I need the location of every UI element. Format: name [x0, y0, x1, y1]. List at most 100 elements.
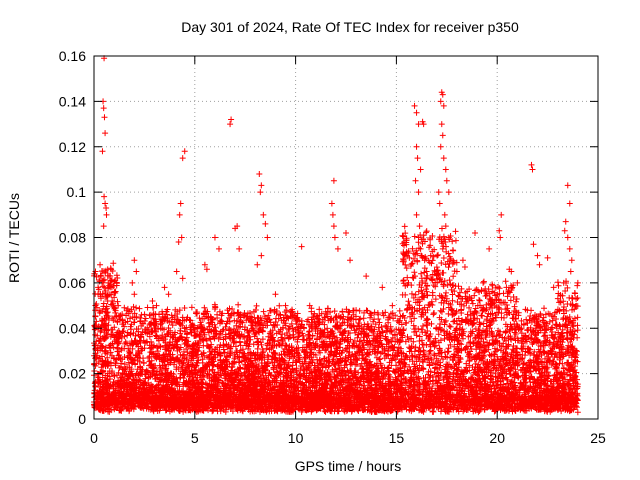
- data-point: [544, 254, 551, 261]
- data-point: [236, 245, 243, 252]
- data-point: [173, 268, 180, 275]
- y-tick-label: 0.12: [59, 139, 86, 155]
- data-point: [227, 121, 234, 128]
- data-point: [272, 291, 279, 298]
- data-point: [334, 245, 341, 252]
- data-point: [496, 227, 503, 234]
- data-point: [262, 220, 269, 227]
- data-point: [442, 223, 449, 230]
- x-tick-label: 10: [288, 430, 304, 446]
- y-tick-label: 0.1: [67, 184, 87, 200]
- y-axis-label: ROTI / TECUs: [6, 193, 22, 283]
- data-point: [480, 279, 487, 286]
- data-point: [232, 225, 239, 232]
- data-point: [574, 279, 581, 286]
- data-point: [201, 261, 208, 268]
- data-point: [179, 155, 186, 162]
- data-point: [329, 211, 336, 218]
- data-point: [389, 302, 396, 309]
- data-point: [347, 257, 354, 264]
- data-point: [420, 121, 427, 128]
- data-point: [528, 161, 535, 168]
- data-point: [461, 263, 468, 270]
- data-point: [176, 211, 183, 218]
- dense-band-points: [91, 223, 581, 416]
- data-point: [178, 234, 185, 241]
- data-point: [328, 200, 335, 207]
- data-point: [133, 268, 140, 275]
- y-tick-label: 0.16: [59, 48, 86, 64]
- data-point: [100, 223, 107, 230]
- data-point: [260, 211, 267, 218]
- data-point: [566, 200, 573, 207]
- y-tick-label: 0.14: [59, 93, 86, 109]
- data-point: [165, 291, 172, 298]
- data-point: [161, 284, 168, 291]
- data-point: [550, 284, 557, 291]
- data-point: [257, 189, 264, 196]
- data-point: [508, 268, 515, 275]
- data-point: [102, 200, 109, 207]
- data-point: [153, 302, 160, 309]
- data-point: [179, 275, 186, 282]
- data-point: [486, 245, 493, 252]
- data-point: [264, 234, 271, 241]
- y-tick-label: 0.08: [59, 230, 86, 246]
- y-tick-label: 0.04: [59, 320, 86, 336]
- data-point: [415, 189, 422, 196]
- data-point: [115, 302, 122, 309]
- data-point: [562, 218, 569, 225]
- y-tick-label: 0.06: [59, 275, 86, 291]
- y-tick-label: 0: [78, 411, 86, 427]
- data-point: [330, 177, 337, 184]
- data-point: [331, 234, 338, 241]
- data-point: [564, 182, 571, 189]
- data-point: [440, 155, 447, 162]
- data-point: [211, 234, 218, 241]
- data-point: [534, 252, 541, 259]
- x-axis-label: GPS time / hours: [295, 458, 402, 474]
- data-point: [103, 205, 110, 212]
- x-tick-label: 0: [90, 430, 98, 446]
- data-point: [103, 211, 110, 218]
- data-point: [175, 239, 182, 246]
- data-point: [343, 229, 349, 236]
- data-point: [417, 166, 424, 173]
- data-point: [497, 234, 504, 241]
- x-tick-label: 5: [191, 430, 199, 446]
- data-point: [100, 105, 107, 112]
- data-point: [439, 91, 446, 98]
- data-point: [258, 252, 265, 259]
- data-point: [443, 177, 450, 184]
- data-point: [363, 273, 370, 280]
- data-point: [561, 227, 568, 234]
- data-point: [442, 166, 449, 173]
- data-point: [437, 143, 444, 150]
- x-tick-label: 25: [590, 430, 606, 446]
- data-point: [298, 243, 305, 250]
- data-point: [564, 234, 571, 241]
- data-point: [149, 298, 156, 305]
- x-tick-label: 20: [489, 430, 505, 446]
- data-point: [379, 284, 386, 291]
- data-point: [438, 121, 445, 128]
- data-point: [282, 302, 289, 309]
- y-tick-label: 0.02: [59, 366, 86, 382]
- data-point: [101, 114, 108, 121]
- data-point: [435, 189, 442, 196]
- data-point: [228, 116, 235, 123]
- chart-title: Day 301 of 2024, Rate Of TEC Index for r…: [181, 19, 519, 35]
- data-point: [254, 261, 261, 268]
- data-point: [437, 98, 444, 105]
- data-point: [101, 193, 108, 200]
- data-point: [567, 268, 574, 275]
- y-axis-ticks: 0 0.02 0.04 0.06 0.08 0.1 0.12 0.14 0.16: [59, 48, 598, 427]
- data-point: [215, 245, 222, 252]
- data-point: [203, 266, 210, 273]
- data-point: [413, 211, 420, 218]
- dense-band-marks: [91, 223, 581, 416]
- data-point: [472, 229, 479, 236]
- data-point: [99, 148, 106, 155]
- data-point: [459, 257, 466, 264]
- data-point: [411, 102, 418, 109]
